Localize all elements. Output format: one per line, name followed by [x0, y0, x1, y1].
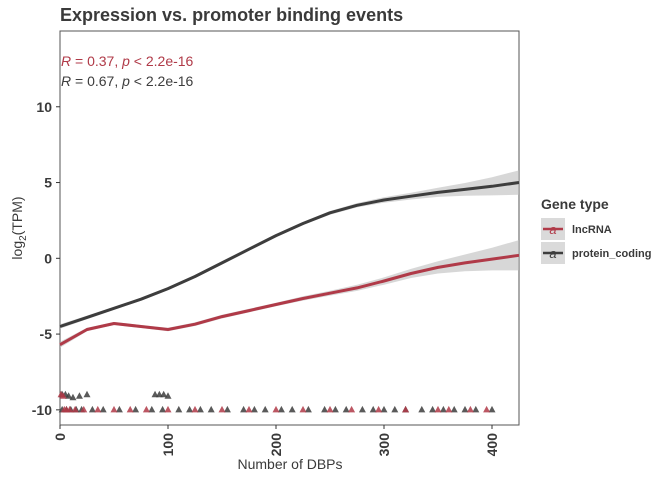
point-protein_coding: [304, 405, 312, 413]
legend: Gene type a lncRNA a protein_coding: [541, 196, 651, 264]
point-lncRNA: [126, 405, 134, 413]
point-lncRNA: [299, 405, 307, 413]
x-tick-label: 400: [484, 433, 500, 457]
point-lncRNA: [483, 405, 491, 413]
legend-label-lncRNA: lncRNA: [572, 224, 612, 236]
correlation-annotation-2: R = 0.67, p < 2.2e-16: [61, 73, 194, 89]
point-protein_coding: [472, 405, 480, 413]
point-protein_coding: [429, 405, 437, 413]
point-protein_coding: [88, 405, 96, 413]
legend-glyph-protein_coding: a: [549, 246, 556, 261]
point-protein_coding: [186, 405, 194, 413]
point-protein_coding: [380, 405, 388, 413]
point-protein_coding: [288, 405, 296, 413]
y-tick-label: 10: [36, 99, 52, 115]
point-protein_coding: [132, 405, 140, 413]
point-lncRNA: [445, 405, 453, 413]
point-lncRNA: [402, 405, 410, 413]
point-protein_coding: [461, 405, 469, 413]
point-lncRNA: [142, 405, 150, 413]
point-lncRNA: [71, 405, 79, 413]
point-lncRNA: [164, 405, 172, 413]
y-axis-title-main: log: [9, 241, 25, 260]
point-lncRNA: [218, 405, 226, 413]
point-lncRNA: [326, 405, 334, 413]
y-axis-title-rest: (TPM): [9, 196, 25, 235]
y-axis-title-sub: 2: [18, 235, 29, 241]
point-lncRNA: [94, 405, 102, 413]
point-protein_coding: [160, 390, 168, 398]
point-lncRNA: [245, 405, 253, 413]
legend-glyph-lncRNA: a: [549, 222, 556, 237]
point-protein_coding: [369, 405, 377, 413]
point-protein_coding: [69, 393, 77, 401]
x-tick-label: 100: [160, 433, 176, 457]
point-protein_coding: [418, 405, 426, 413]
point-protein_coding: [391, 405, 399, 413]
y-tick-label: 5: [44, 175, 52, 191]
point-protein_coding: [277, 405, 285, 413]
point-lncRNA: [375, 405, 383, 413]
correlation-annotations: R = 0.37, p < 2.2e-16 R = 0.67, p < 2.2e-…: [61, 53, 194, 89]
point-lncRNA: [466, 405, 474, 413]
point-lncRNA: [80, 405, 88, 413]
legend-title: Gene type: [541, 196, 609, 212]
y-tick-label: -5: [40, 326, 53, 342]
point-protein_coding: [207, 405, 215, 413]
point-lncRNA: [434, 405, 442, 413]
smooth-lines: [59, 181, 520, 347]
correlation-annotation-1: R = 0.37, p < 2.2e-16: [61, 53, 194, 69]
y-tick-label: -10: [32, 402, 52, 418]
point-lncRNA: [348, 405, 356, 413]
point-protein_coding: [83, 390, 91, 398]
point-lncRNA: [110, 405, 118, 413]
x-tick-label: 200: [268, 433, 284, 457]
smooth-line-lncRNA: [59, 253, 520, 347]
point-protein_coding: [164, 392, 172, 399]
confidence-band-protein_coding: [60, 170, 519, 329]
point-protein_coding: [488, 405, 496, 413]
point-protein_coding: [175, 405, 183, 413]
point-protein_coding: [250, 405, 258, 413]
x-axis-title: Number of DBPs: [237, 456, 342, 472]
confidence-bands: [60, 170, 519, 348]
point-protein_coding: [148, 405, 156, 413]
point-protein_coding: [331, 405, 339, 413]
smooth-line-protein_coding: [59, 181, 520, 328]
point-protein_coding: [115, 405, 123, 413]
point-protein_coding: [99, 405, 107, 413]
point-protein_coding: [261, 405, 269, 413]
y-tick-label: 0: [44, 250, 52, 266]
point-lncRNA: [59, 392, 67, 399]
x-tick-label: 300: [376, 433, 392, 457]
point-protein_coding: [196, 405, 204, 413]
point-lncRNA: [272, 405, 280, 413]
point-lncRNA: [191, 405, 199, 413]
y-axis-title: log2(TPM): [9, 196, 29, 259]
point-protein_coding: [65, 392, 73, 399]
scatter-points: [57, 390, 496, 413]
point-protein_coding: [159, 405, 167, 413]
point-protein_coding: [342, 405, 350, 413]
x-tick-label: 0: [52, 433, 68, 441]
point-protein_coding: [321, 405, 329, 413]
point-protein_coding: [240, 405, 248, 413]
point-protein_coding: [439, 405, 447, 413]
point-lncRNA: [66, 405, 74, 413]
point-protein_coding: [358, 405, 366, 413]
point-protein_coding: [75, 392, 83, 399]
legend-label-protein_coding: protein_coding: [572, 248, 651, 260]
point-protein_coding: [450, 405, 458, 413]
point-protein_coding: [223, 405, 231, 413]
chart-title: Expression vs. promoter binding events: [60, 5, 403, 25]
